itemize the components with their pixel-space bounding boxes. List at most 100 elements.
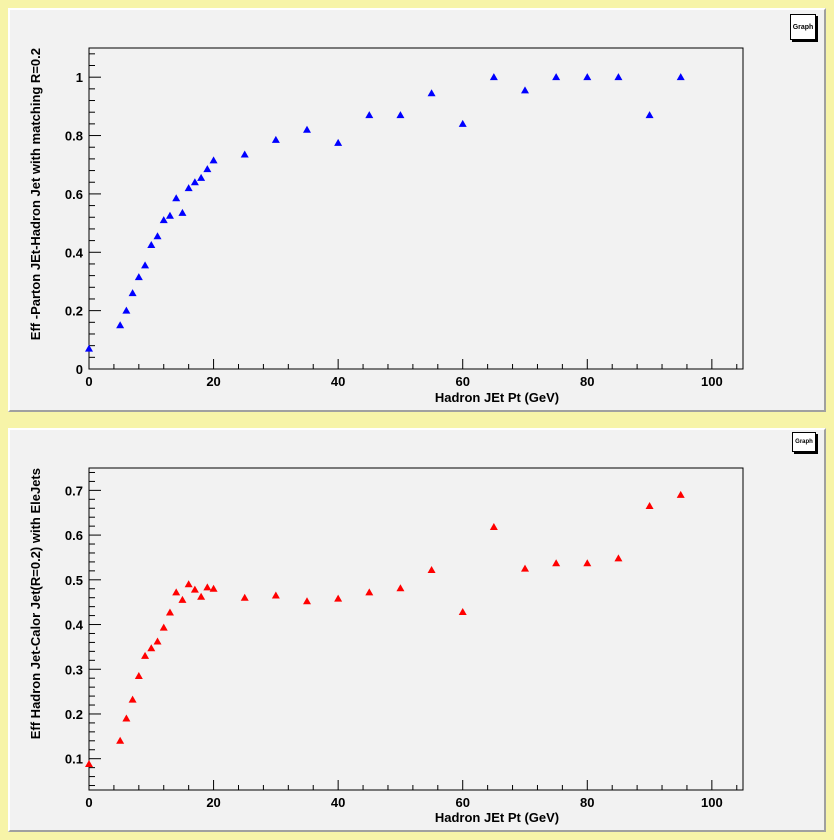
top-y-tick-label: 0.4 bbox=[65, 245, 84, 260]
top-y-tick-label: 0.8 bbox=[65, 129, 83, 144]
bottom-x-tick-label: 80 bbox=[580, 795, 594, 810]
top-data-point bbox=[521, 86, 529, 94]
top-data-point bbox=[583, 73, 592, 81]
top-data-point bbox=[458, 119, 467, 127]
top-data-point bbox=[122, 306, 131, 314]
bottom-data-point bbox=[303, 597, 311, 605]
bottom-data-point bbox=[489, 523, 498, 531]
top-data-point bbox=[489, 73, 498, 81]
top-y-tick-label: 1 bbox=[76, 70, 83, 85]
bottom-x-tick-label: 20 bbox=[206, 795, 220, 810]
bottom-x-tick-label: 100 bbox=[701, 795, 723, 810]
top-data-point bbox=[614, 73, 623, 81]
top-data-point bbox=[141, 261, 150, 269]
top-data-point bbox=[85, 344, 93, 352]
top-data-point bbox=[197, 173, 206, 181]
top-data-point bbox=[184, 184, 193, 192]
bottom-data-point bbox=[147, 644, 156, 652]
top-y-tick-label: 0 bbox=[76, 362, 83, 377]
bottom-data-point bbox=[240, 593, 249, 601]
bottom-x-tick-label: 40 bbox=[331, 795, 345, 810]
top-data-point bbox=[172, 194, 181, 202]
top-x-tick-label: 80 bbox=[580, 374, 594, 389]
bottom-y-tick-label: 0.4 bbox=[65, 618, 84, 633]
bottom-data-point bbox=[141, 651, 150, 659]
bottom-data-point bbox=[85, 760, 93, 768]
top-data-point bbox=[645, 111, 654, 119]
bottom-data-point bbox=[271, 591, 280, 599]
top-x-axis-title: Hadron JEt Pt (GeV) bbox=[435, 390, 559, 405]
bottom-data-point bbox=[190, 585, 199, 593]
top-data-point bbox=[147, 240, 156, 248]
bottom-x-axis-title: Hadron JEt Pt (GeV) bbox=[435, 810, 559, 825]
bottom-plot-frame bbox=[88, 467, 744, 791]
bottom-pad: Graph bbox=[8, 428, 826, 832]
top-data-point bbox=[427, 89, 436, 97]
bottom-data-point bbox=[521, 564, 529, 572]
bottom-data-point bbox=[209, 584, 218, 592]
bottom-data-point bbox=[365, 588, 374, 596]
bottom-data-point bbox=[458, 608, 467, 616]
top-x-tick-label: 60 bbox=[455, 374, 469, 389]
bottom-data-point bbox=[427, 565, 436, 573]
bottom-y-tick-label: 0.3 bbox=[65, 662, 83, 677]
bottom-data-point bbox=[134, 671, 143, 679]
top-data-point bbox=[365, 111, 374, 119]
bottom-data-point bbox=[178, 595, 187, 603]
top-data-point bbox=[153, 232, 162, 240]
bottom-data-point bbox=[645, 502, 654, 510]
top-data-point bbox=[203, 165, 212, 173]
top-data-point bbox=[159, 216, 168, 224]
top-x-tick-label: 20 bbox=[206, 374, 220, 389]
top-data-point bbox=[552, 73, 561, 81]
top-data-point bbox=[303, 125, 311, 133]
bottom-x-tick-label: 0 bbox=[85, 795, 92, 810]
bottom-y-tick-label: 0.6 bbox=[65, 528, 83, 543]
bottom-data-point bbox=[153, 637, 162, 645]
top-data-point bbox=[271, 135, 280, 143]
bottom-data-point bbox=[159, 623, 168, 631]
top-x-tick-label: 40 bbox=[331, 374, 345, 389]
top-y-tick-label: 0.6 bbox=[65, 187, 83, 202]
bottom-data-point bbox=[172, 588, 181, 596]
bottom-data-point bbox=[116, 736, 125, 744]
bottom-y-tick-label: 0.5 bbox=[65, 573, 83, 588]
top-pad: Graph bbox=[8, 8, 826, 412]
top-data-point bbox=[178, 208, 187, 216]
bottom-data-point bbox=[614, 554, 623, 562]
top-x-tick-label: 100 bbox=[701, 374, 723, 389]
top-x-tick-label: 0 bbox=[85, 374, 92, 389]
bottom-data-point bbox=[184, 580, 193, 588]
bottom-data-point bbox=[334, 594, 343, 602]
graph-button-bottom[interactable]: Graph bbox=[792, 432, 816, 452]
top-y-tick-label: 0.2 bbox=[65, 304, 83, 319]
bottom-data-point bbox=[128, 695, 137, 703]
top-data-point bbox=[116, 321, 125, 329]
top-data-point bbox=[134, 273, 143, 281]
graph-button-top[interactable]: Graph bbox=[790, 14, 816, 40]
bottom-data-point bbox=[396, 584, 405, 592]
top-data-point bbox=[165, 211, 174, 219]
top-data-point bbox=[334, 138, 343, 146]
top-data-point bbox=[209, 156, 218, 164]
top-data-point bbox=[190, 178, 199, 186]
bottom-data-point bbox=[203, 583, 212, 591]
bottom-data-point bbox=[165, 608, 174, 616]
top-y-axis-title: Eff -Parton JEt-Hadron Jet with matching… bbox=[28, 48, 43, 340]
bottom-y-axis-title: Eff Hadron Jet-Calor Jet(R=0.2) with Ele… bbox=[28, 468, 43, 739]
top-data-point bbox=[240, 150, 249, 158]
bottom-y-tick-label: 0.7 bbox=[65, 483, 83, 498]
bottom-data-point bbox=[552, 559, 561, 567]
bottom-data-point bbox=[676, 490, 685, 498]
bottom-data-point bbox=[197, 592, 206, 600]
bottom-data-point bbox=[122, 714, 131, 722]
bottom-data-point bbox=[583, 559, 592, 567]
top-plot-frame bbox=[88, 47, 744, 370]
top-data-point bbox=[128, 289, 137, 297]
top-data-point bbox=[396, 111, 405, 119]
bottom-y-tick-label: 0.1 bbox=[65, 752, 83, 767]
top-data-point bbox=[676, 73, 685, 81]
bottom-y-tick-label: 0.2 bbox=[65, 707, 83, 722]
